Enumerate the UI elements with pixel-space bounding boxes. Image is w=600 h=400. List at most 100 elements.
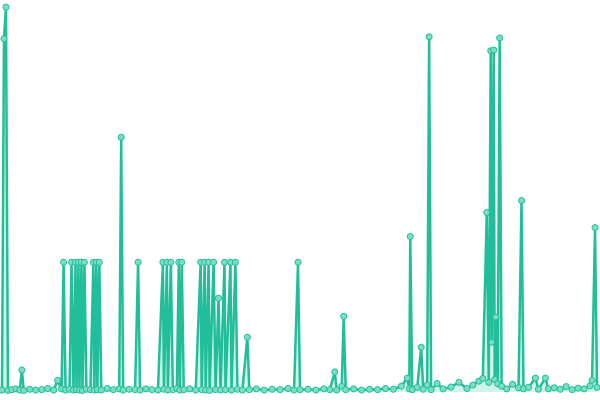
point — [544, 385, 552, 393]
point — [591, 224, 599, 232]
point — [550, 384, 558, 392]
point — [469, 381, 477, 389]
point — [186, 385, 194, 393]
point — [268, 385, 276, 393]
point — [103, 385, 111, 393]
point — [32, 386, 40, 394]
point — [541, 374, 549, 382]
point — [109, 386, 117, 394]
point — [192, 386, 200, 394]
point — [417, 343, 425, 351]
point — [397, 382, 405, 390]
line — [0, 5, 599, 392]
point — [134, 258, 142, 266]
point — [556, 385, 564, 393]
point — [490, 46, 498, 54]
point — [54, 376, 62, 384]
point — [419, 385, 427, 393]
point — [178, 258, 186, 266]
point — [358, 386, 366, 394]
point — [210, 258, 218, 266]
point — [331, 368, 339, 376]
point — [60, 258, 68, 266]
point — [381, 385, 389, 393]
point — [304, 385, 312, 393]
point — [206, 386, 214, 394]
point — [221, 258, 229, 266]
point — [136, 386, 144, 394]
point — [38, 386, 46, 394]
point — [403, 374, 411, 382]
point — [588, 376, 596, 384]
point — [389, 385, 397, 393]
point — [44, 385, 52, 393]
point — [252, 385, 260, 393]
point — [125, 385, 133, 393]
point — [180, 386, 188, 394]
point — [562, 383, 570, 391]
point — [340, 312, 348, 320]
point — [333, 386, 341, 394]
point — [26, 385, 34, 393]
point — [342, 386, 350, 394]
point — [488, 338, 496, 346]
point — [568, 386, 576, 394]
point — [524, 383, 532, 391]
point — [284, 385, 292, 393]
point — [231, 258, 239, 266]
point — [483, 209, 491, 217]
point — [148, 386, 156, 394]
point — [0, 386, 6, 394]
point — [154, 386, 162, 394]
point — [406, 232, 414, 240]
point — [119, 386, 127, 394]
point — [413, 383, 421, 391]
point — [221, 386, 229, 394]
point — [326, 386, 334, 394]
point — [518, 197, 526, 205]
point — [580, 385, 588, 393]
point — [294, 258, 302, 266]
point — [366, 385, 374, 393]
point — [433, 380, 441, 388]
point — [290, 386, 298, 394]
point — [260, 386, 268, 394]
point — [423, 381, 431, 389]
point — [18, 366, 26, 374]
point — [95, 258, 103, 266]
point — [312, 386, 320, 394]
point — [276, 386, 284, 394]
point — [0, 35, 8, 43]
point — [20, 386, 28, 394]
point — [296, 386, 304, 394]
point — [167, 258, 175, 266]
point — [427, 386, 435, 394]
point — [463, 385, 471, 393]
point — [447, 383, 455, 391]
point — [97, 386, 105, 394]
point — [509, 380, 517, 388]
point — [50, 386, 58, 394]
point — [243, 333, 251, 341]
point — [350, 385, 358, 393]
point — [439, 385, 447, 393]
point — [593, 383, 600, 391]
point — [574, 384, 582, 392]
point — [2, 3, 10, 11]
point — [455, 378, 463, 386]
point — [80, 258, 88, 266]
point — [492, 313, 500, 321]
point — [142, 385, 150, 393]
point — [245, 386, 253, 394]
point — [425, 33, 433, 41]
point — [503, 385, 511, 393]
point — [238, 386, 246, 394]
point — [479, 374, 487, 382]
point — [534, 385, 542, 393]
point — [485, 378, 493, 386]
point — [227, 386, 235, 394]
point — [320, 385, 328, 393]
point — [215, 294, 223, 302]
